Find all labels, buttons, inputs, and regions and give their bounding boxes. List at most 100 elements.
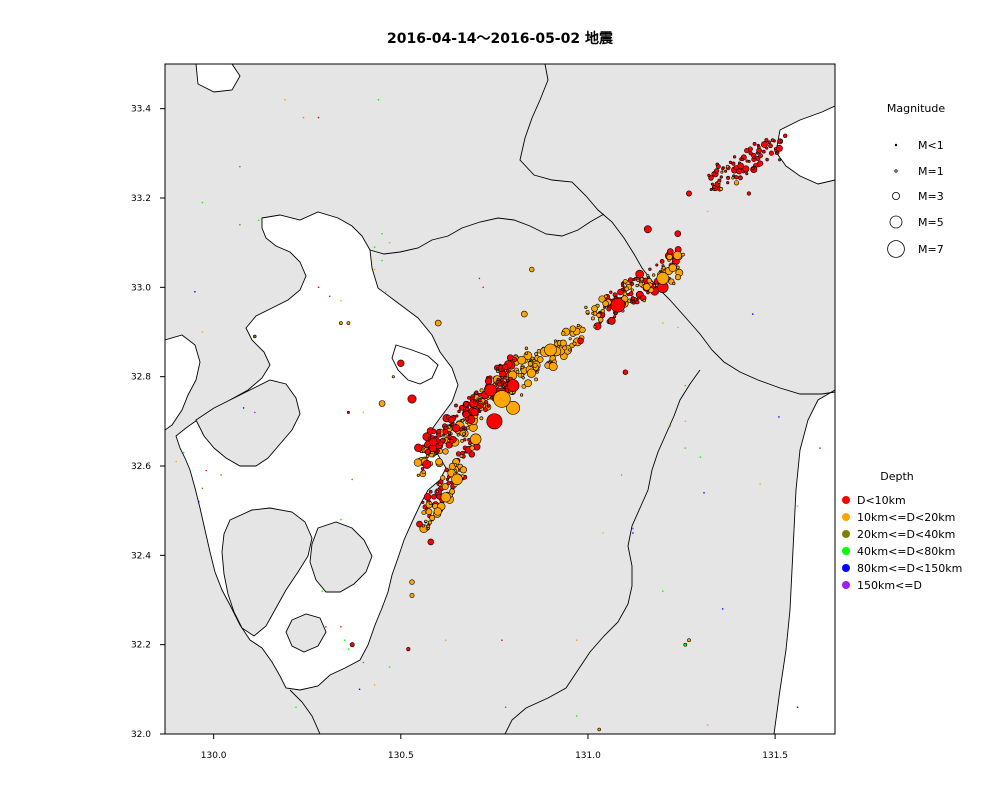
magnitude-legend-label: M=1 — [918, 165, 944, 178]
earthquake-point — [643, 283, 651, 291]
earthquake-point — [340, 626, 342, 628]
earthquake-point — [358, 688, 361, 691]
earthquake-point — [284, 98, 286, 101]
earthquake-point — [526, 368, 536, 378]
earthquake-point — [426, 524, 430, 528]
depth-legend-label: D<10km — [857, 494, 906, 507]
western-sea — [165, 334, 201, 431]
earthquake-point — [347, 648, 350, 650]
amakusa-island — [221, 507, 313, 637]
earthquake-point — [758, 153, 763, 159]
plot-frame — [164, 63, 836, 735]
earthquake-point — [503, 376, 507, 380]
earthquake-point — [472, 400, 477, 404]
earthquake-point — [436, 449, 440, 453]
earthquake-point — [708, 175, 714, 181]
earthquake-point — [520, 310, 528, 318]
earthquake-point — [703, 492, 705, 494]
earthquake-point — [438, 482, 442, 487]
earthquake-point — [524, 346, 529, 350]
earthquake-point — [720, 170, 724, 174]
depth-legend-title: Depth — [880, 470, 914, 483]
earthquake-point — [752, 141, 757, 146]
earthquake-point — [776, 144, 783, 152]
x-tick-label: 130.5 — [388, 751, 414, 761]
earthquake-point — [597, 317, 604, 323]
earthquake-point — [638, 281, 644, 287]
earthquake-point — [765, 157, 769, 162]
magnitude-legend-label: M=7 — [918, 243, 944, 256]
earthquake-point — [388, 241, 391, 244]
earthquake-point — [635, 284, 639, 288]
earthquake-point — [716, 164, 721, 169]
earthquake-point — [606, 306, 612, 312]
magnitude-legend-symbol — [894, 143, 898, 147]
depth-legend-swatch — [842, 496, 850, 504]
earthquake-point — [444, 467, 450, 473]
earthquake-point — [445, 441, 453, 449]
earthquake-point — [711, 171, 716, 176]
earthquake-point — [666, 253, 673, 261]
earthquake-point — [194, 291, 196, 293]
earthquake-point — [661, 266, 666, 270]
earthquake-point — [719, 175, 723, 179]
earthquake-point — [687, 638, 691, 643]
earthquake-point — [424, 449, 431, 455]
earthquake-point — [572, 341, 577, 346]
earthquake-point — [683, 642, 688, 647]
earthquake-point — [609, 290, 613, 294]
earthquake-point — [721, 167, 725, 171]
earthquake-point — [731, 176, 735, 180]
earthquake-point — [770, 138, 775, 142]
earthquake-point — [486, 404, 490, 408]
earthquake-points — [175, 98, 821, 732]
earthquake-point — [767, 140, 771, 144]
earthquake-point — [724, 169, 728, 173]
earthquake-point — [459, 454, 464, 458]
earthquake-point — [317, 286, 320, 289]
earthquake-point — [478, 277, 481, 280]
earthquake-point — [388, 666, 391, 668]
amakusa-island-2 — [309, 521, 373, 593]
earthquake-point — [598, 295, 606, 303]
earthquake-point — [436, 429, 442, 435]
earthquake-point — [201, 331, 204, 333]
earthquake-point — [506, 379, 520, 392]
earthquake-point — [632, 532, 634, 534]
earthquake-point — [409, 593, 415, 598]
magnitude-legend-symbol — [894, 169, 898, 173]
earthquake-point — [584, 305, 588, 310]
earthquake-point — [500, 378, 504, 382]
earthquake-point — [759, 483, 761, 485]
earthquake-point — [381, 259, 383, 262]
earthquake-point — [652, 284, 656, 288]
earthquake-point — [220, 474, 222, 476]
earthquake-point — [768, 143, 773, 149]
earthquake-point — [593, 325, 597, 329]
earthquake-point — [636, 296, 640, 300]
earthquake-point — [684, 420, 687, 423]
earthquake-point — [449, 488, 456, 495]
earthquake-point — [548, 362, 558, 372]
earthquake-point — [433, 451, 437, 455]
earthquake-point — [406, 646, 411, 652]
earthquake-point — [302, 116, 305, 119]
earthquake-point — [427, 538, 435, 546]
magnitude-legend-symbol — [887, 240, 905, 258]
earthquake-point — [575, 715, 578, 717]
earthquake-point — [479, 416, 484, 421]
earthquake-point — [796, 505, 799, 508]
earthquake-point — [726, 175, 731, 180]
earthquake-point — [742, 165, 750, 173]
earthquake-point — [346, 410, 350, 414]
earthquake-point — [424, 519, 428, 523]
earthquake-point — [474, 390, 479, 395]
shimabara-peninsula — [195, 379, 301, 467]
earthquake-point — [459, 466, 467, 474]
earthquake-point — [774, 151, 778, 155]
earthquake-point — [674, 274, 682, 281]
earthquake-point — [517, 355, 527, 365]
earthquake-point — [362, 661, 365, 664]
earthquake-point — [669, 425, 672, 427]
earthquake-point — [524, 351, 529, 355]
